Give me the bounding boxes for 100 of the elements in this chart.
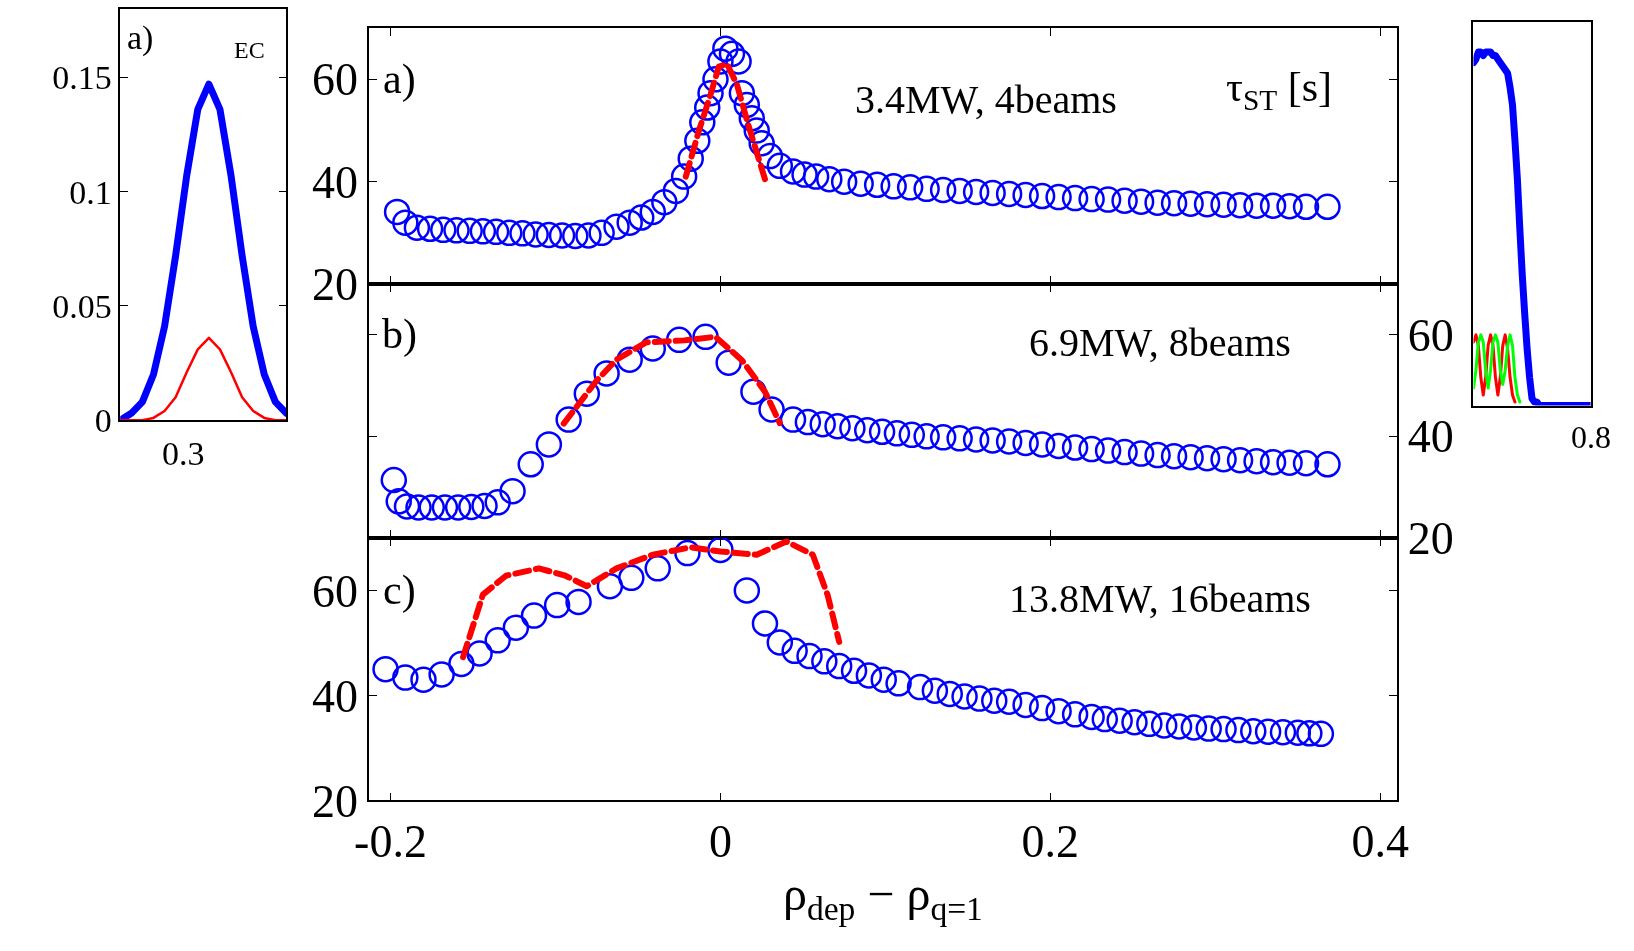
point (885, 670, 912, 697)
point (1028, 431, 1056, 458)
line-series (120, 336, 287, 421)
point (484, 489, 511, 516)
point (431, 494, 459, 521)
point (428, 661, 455, 688)
point (1045, 432, 1072, 460)
point (448, 650, 475, 678)
y2-tick-label: 60 (1407, 309, 1454, 361)
point (1136, 710, 1163, 738)
y-tick-label: 0 (94, 402, 112, 440)
point (936, 680, 963, 708)
annotation: 3.4MW, 4beams (855, 77, 1117, 122)
point (1094, 437, 1122, 464)
point (466, 640, 493, 667)
x-axis-title: ρ$_{dep}$ − ρ$_{q=1}$ (782, 867, 983, 928)
point (809, 410, 836, 438)
point (471, 492, 498, 520)
point (951, 683, 978, 710)
point (995, 688, 1023, 715)
annotation: a) (127, 19, 154, 57)
point (1106, 707, 1133, 734)
point (1177, 443, 1204, 471)
point (1045, 697, 1072, 725)
point (794, 408, 822, 436)
point (779, 406, 807, 433)
point (1150, 712, 1178, 739)
point (1061, 701, 1089, 728)
point (855, 662, 883, 689)
point (484, 627, 511, 654)
point (898, 421, 926, 449)
point (870, 666, 897, 693)
x-tick-label: 0.2 (1021, 816, 1080, 868)
point (1210, 445, 1237, 473)
point (929, 424, 957, 451)
point (946, 425, 973, 452)
point (392, 664, 419, 691)
annotation: 13.8MW, 16beams (1009, 576, 1311, 621)
point (1210, 715, 1237, 743)
annotation: τ$_{ST}$ [s] (1226, 64, 1333, 116)
y2-tick-label: 20 (1407, 512, 1454, 564)
annotation: EC (234, 37, 265, 63)
point (981, 687, 1008, 714)
point (1314, 451, 1341, 478)
annotation: c) (383, 567, 416, 614)
y-tick-label: 40 (312, 670, 359, 722)
point (1012, 429, 1039, 457)
point (1292, 450, 1320, 477)
text: 0.8 (1571, 419, 1611, 455)
point (1078, 703, 1105, 731)
point (393, 493, 421, 520)
y-tick-label: 0.15 (52, 59, 112, 97)
point (520, 602, 548, 629)
point (825, 652, 853, 680)
point (1028, 694, 1056, 722)
point (410, 666, 437, 693)
y-tick-label: 20 (312, 259, 359, 311)
point (499, 477, 526, 505)
point (995, 428, 1023, 455)
point (1226, 446, 1254, 474)
point (380, 466, 408, 494)
point (1127, 440, 1155, 467)
point (796, 642, 823, 670)
point (840, 657, 868, 684)
point (854, 417, 881, 444)
y-tick-label: 60 (312, 54, 359, 106)
point (1061, 434, 1089, 461)
point (906, 673, 934, 701)
point (1296, 720, 1323, 747)
point (883, 420, 911, 447)
point (372, 655, 399, 683)
point (824, 412, 851, 440)
point (502, 614, 530, 641)
y-tick-label: 0.05 (52, 287, 112, 325)
point (1180, 714, 1208, 741)
point (1160, 442, 1188, 470)
annotation: 6.9MW, 8beams (1029, 320, 1291, 365)
y-tick-label: 0.1 (69, 173, 112, 211)
point (1078, 435, 1105, 463)
point (517, 451, 544, 478)
point (1121, 708, 1148, 736)
point (921, 677, 949, 704)
point (1111, 438, 1138, 466)
point (418, 494, 445, 521)
point (1243, 447, 1270, 475)
point (458, 493, 485, 521)
point (1259, 448, 1287, 476)
point (839, 414, 866, 442)
point (1165, 713, 1193, 740)
point (535, 431, 563, 458)
text: 0.3 (162, 435, 205, 472)
point (962, 426, 990, 453)
point (405, 494, 432, 521)
point (766, 629, 794, 656)
point (751, 610, 779, 637)
point (565, 588, 592, 616)
point (1012, 691, 1039, 719)
point (444, 494, 472, 521)
point (1193, 444, 1221, 472)
point (385, 488, 412, 515)
